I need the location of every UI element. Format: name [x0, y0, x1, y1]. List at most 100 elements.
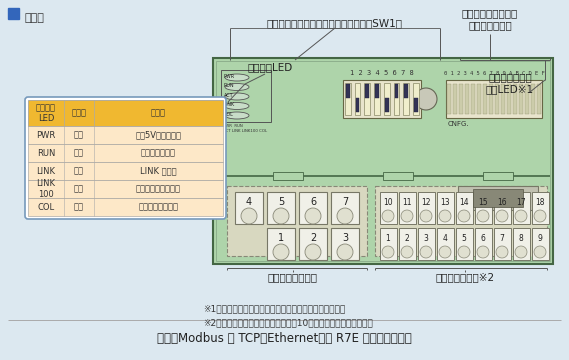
Text: 1: 1	[278, 233, 284, 243]
Text: RUN: RUN	[224, 83, 234, 88]
Text: 14: 14	[459, 198, 469, 207]
Bar	[513, 192, 530, 224]
Circle shape	[420, 246, 432, 258]
Bar	[375, 84, 379, 98]
Text: 17: 17	[516, 198, 526, 207]
Circle shape	[439, 246, 451, 258]
Bar	[380, 192, 397, 224]
Text: 内部5V正常時点灯: 内部5V正常時点灯	[135, 131, 182, 140]
Bar	[385, 98, 389, 112]
Bar	[273, 172, 303, 180]
Bar	[354, 83, 361, 115]
Bar	[483, 84, 487, 114]
Text: 緑色: 緑色	[74, 185, 84, 194]
Text: 3: 3	[423, 234, 428, 243]
Circle shape	[273, 244, 289, 260]
Text: 前面図: 前面図	[24, 13, 44, 23]
Text: COL: COL	[38, 202, 55, 212]
Text: 18: 18	[535, 198, 545, 207]
Bar	[28, 144, 223, 162]
Text: 6: 6	[310, 197, 316, 207]
Bar	[437, 192, 454, 224]
Bar	[28, 162, 223, 180]
Bar	[532, 192, 549, 224]
Bar	[28, 126, 223, 144]
Circle shape	[534, 210, 546, 222]
Circle shape	[496, 210, 508, 222]
Bar	[531, 84, 535, 114]
Ellipse shape	[225, 93, 249, 100]
Bar	[456, 228, 473, 260]
Text: 図３　Modbus ／ TCP（Ethernet）用 R7E の前面パネル図: 図３ Modbus ／ TCP（Ethernet）用 R7E の前面パネル図	[156, 332, 411, 345]
Bar	[383, 172, 413, 180]
Text: 6: 6	[481, 234, 485, 243]
Bar	[28, 198, 223, 216]
Bar	[213, 58, 553, 264]
Bar	[413, 83, 419, 115]
Text: コリジョン時点滅: コリジョン時点滅	[138, 202, 179, 212]
Bar	[477, 84, 481, 114]
Text: 10: 10	[383, 198, 393, 207]
Circle shape	[439, 210, 451, 222]
Bar	[489, 84, 493, 114]
Bar	[216, 61, 550, 261]
Circle shape	[382, 246, 394, 258]
Bar	[345, 83, 351, 115]
Text: LINK
100: LINK 100	[36, 179, 56, 199]
Text: 1 2 3 4 5 6 7 8: 1 2 3 4 5 6 7 8	[350, 70, 414, 76]
Text: 2: 2	[405, 234, 409, 243]
Text: 状態表示LED: 状態表示LED	[248, 62, 293, 72]
Text: 4: 4	[443, 234, 447, 243]
Bar	[394, 83, 399, 115]
Bar	[405, 84, 408, 98]
Circle shape	[273, 208, 289, 224]
Bar	[507, 84, 511, 114]
Text: 16: 16	[497, 198, 507, 207]
Bar	[483, 172, 513, 180]
Bar	[513, 84, 517, 114]
Text: PWR  RUN
ACT LINK LINK100 COL: PWR RUN ACT LINK LINK100 COL	[223, 124, 267, 132]
Circle shape	[477, 210, 489, 222]
Bar	[28, 100, 223, 126]
Circle shape	[241, 208, 257, 224]
Bar	[494, 228, 511, 260]
Bar	[399, 228, 416, 260]
Text: 4: 4	[246, 197, 252, 207]
FancyBboxPatch shape	[25, 97, 226, 219]
Circle shape	[382, 210, 394, 222]
Bar	[399, 192, 416, 224]
Bar	[227, 186, 367, 256]
Text: ※2、アナログ出力ユニットの場合、10ピンの端子台となります。: ※2、アナログ出力ユニットの場合、10ピンの端子台となります。	[203, 318, 373, 327]
Text: 9: 9	[538, 234, 542, 243]
Bar	[403, 83, 409, 115]
Text: LINK: LINK	[224, 102, 235, 107]
Text: LINK: LINK	[36, 166, 56, 176]
Circle shape	[515, 210, 527, 222]
Text: 2: 2	[310, 233, 316, 243]
Bar	[395, 84, 398, 98]
Circle shape	[458, 210, 470, 222]
Circle shape	[401, 246, 413, 258]
Bar	[458, 186, 538, 210]
Bar	[465, 84, 469, 114]
Bar	[365, 84, 369, 98]
Bar	[459, 84, 463, 114]
Text: 接点入出力状態
表示LED※1: 接点入出力状態 表示LED※1	[486, 72, 534, 94]
Bar	[495, 84, 499, 114]
Text: コンフィギュレータ
設定用コネクタ: コンフィギュレータ 設定用コネクタ	[462, 8, 518, 30]
Text: 5: 5	[278, 197, 284, 207]
Bar	[267, 228, 295, 260]
Bar	[414, 98, 418, 112]
Circle shape	[337, 208, 353, 224]
Bar	[375, 186, 547, 256]
Bar	[221, 70, 271, 122]
Bar	[374, 83, 380, 115]
Ellipse shape	[225, 103, 249, 109]
Ellipse shape	[225, 74, 249, 81]
Bar	[447, 84, 451, 114]
Bar	[380, 228, 397, 260]
Circle shape	[337, 244, 353, 260]
Bar	[235, 192, 263, 224]
Text: 1: 1	[386, 234, 390, 243]
Text: 入出力用端子台※2: 入出力用端子台※2	[435, 272, 494, 282]
